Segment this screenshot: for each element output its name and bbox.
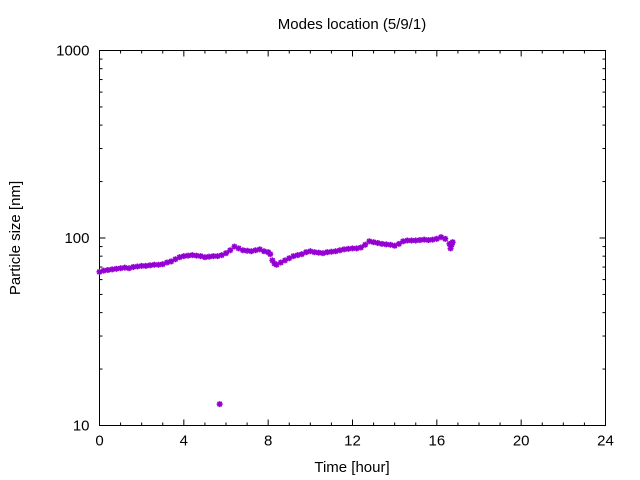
data-point <box>206 253 213 260</box>
data-point <box>366 238 373 245</box>
data-points <box>96 234 456 408</box>
y-tick-label: 100 <box>64 230 89 247</box>
data-point <box>96 268 103 275</box>
y-axis: 10 100 1000 <box>56 43 606 435</box>
data-point <box>163 259 170 266</box>
x-tick-label: 8 <box>264 433 272 450</box>
data-point <box>223 250 229 257</box>
data-point <box>121 264 128 271</box>
data-point <box>214 253 221 260</box>
data-point <box>277 259 284 266</box>
data-point <box>345 245 352 252</box>
data-point <box>267 251 274 258</box>
data-point <box>442 235 449 242</box>
x-axis: 0 4 8 12 16 20 24 <box>95 50 614 450</box>
data-point <box>216 401 223 408</box>
data-point <box>117 265 124 272</box>
x-tick-label: 20 <box>513 433 530 450</box>
data-point <box>400 238 407 245</box>
data-point <box>395 240 402 247</box>
data-point <box>421 236 428 243</box>
data-point <box>387 241 394 248</box>
data-point <box>349 245 356 252</box>
x-tick-label: 4 <box>180 433 188 450</box>
data-point <box>252 247 259 254</box>
plot-area <box>99 50 606 426</box>
x-tick-label: 0 <box>95 433 103 450</box>
y-tick-label: 1000 <box>56 43 89 60</box>
plot-frame <box>99 50 606 426</box>
x-axis-label: Time [hour] <box>314 459 389 476</box>
data-point <box>201 254 208 261</box>
x-tick-label: 16 <box>428 433 445 450</box>
data-point <box>357 244 364 251</box>
chart-title: Modes location (5/9/1) <box>278 16 426 33</box>
data-point <box>449 239 456 246</box>
data-point <box>227 247 234 254</box>
y-axis-label: Particle size [nm] <box>7 181 24 295</box>
data-point <box>353 245 360 252</box>
y-tick-label: 10 <box>73 418 90 435</box>
data-point <box>362 241 369 248</box>
data-point <box>307 248 314 255</box>
data-point <box>374 240 381 247</box>
x-tick-label: 12 <box>344 433 361 450</box>
data-point <box>193 252 200 259</box>
x-tick-label: 24 <box>597 433 614 450</box>
